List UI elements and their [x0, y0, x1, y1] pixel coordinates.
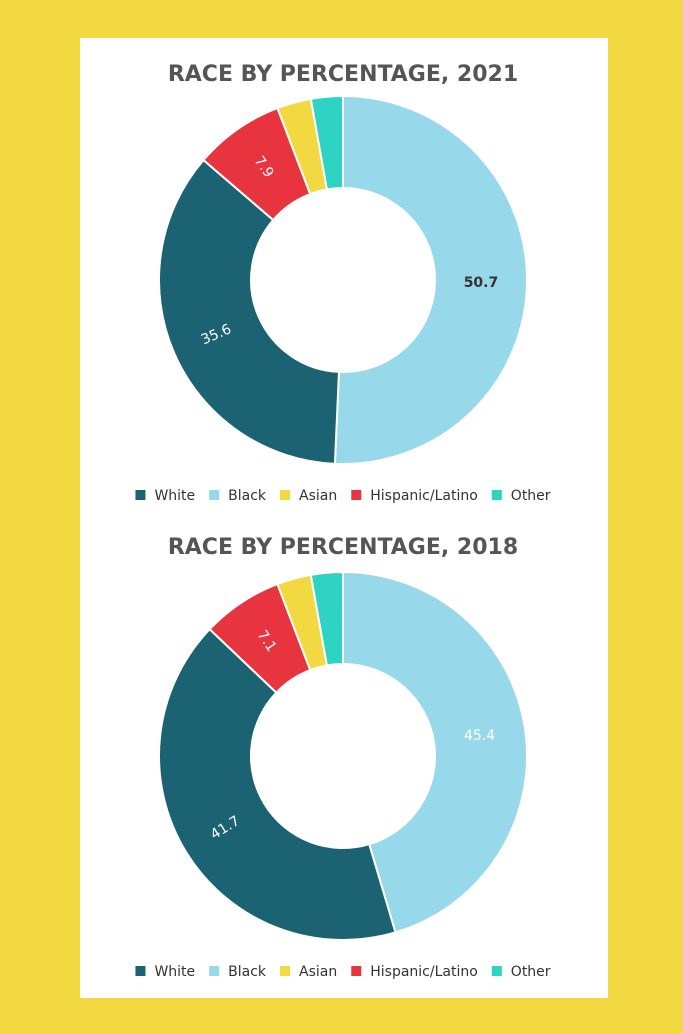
legend-swatch	[135, 966, 146, 976]
legend-label: Other	[511, 488, 551, 504]
legend-label: Black	[228, 488, 267, 504]
value-label: 50.7	[464, 275, 499, 291]
donut-slice	[333, 94, 528, 465]
legend-label: White	[154, 488, 195, 504]
donut-slice	[158, 627, 397, 941]
legend-swatch	[280, 966, 291, 976]
legend-label: Other	[511, 964, 551, 980]
donut-slice	[158, 158, 340, 465]
value-label: 45.4	[464, 728, 495, 744]
legend-label: White	[154, 964, 195, 980]
legend-label: Asian	[299, 964, 337, 980]
legend-swatch	[491, 966, 502, 976]
legend-label: Hispanic/Latino	[370, 964, 478, 980]
legend-swatch	[135, 490, 146, 500]
chart-title: RACE BY PERCENTAGE, 2018	[168, 535, 518, 560]
donut-slice	[309, 570, 344, 667]
donut-slice	[309, 94, 344, 191]
panel	[80, 38, 608, 998]
legend-label: Black	[228, 964, 267, 980]
legend-swatch	[280, 490, 291, 500]
chart-title: RACE BY PERCENTAGE, 2021	[168, 62, 518, 87]
legend-swatch	[491, 490, 502, 500]
donut-slice	[342, 570, 528, 934]
legend-label: Hispanic/Latino	[370, 488, 478, 504]
legend-label: Asian	[299, 488, 337, 504]
legend-swatch	[351, 966, 362, 976]
legend-swatch	[351, 490, 362, 500]
legend-swatch	[209, 966, 220, 976]
legend-swatch	[209, 490, 220, 500]
